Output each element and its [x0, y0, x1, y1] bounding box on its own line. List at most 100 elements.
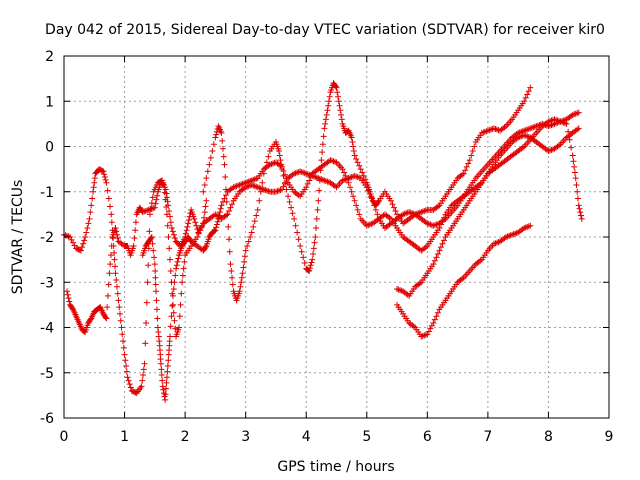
y-tick-label: -5	[40, 366, 54, 382]
data-point	[318, 157, 325, 164]
data-point	[440, 237, 447, 244]
data-point	[282, 171, 289, 178]
data-point	[90, 188, 97, 195]
data-point	[338, 111, 345, 118]
data-point	[225, 223, 232, 230]
data-point	[149, 194, 156, 201]
data-point	[113, 228, 120, 235]
data-point	[216, 212, 223, 219]
data-point	[91, 175, 98, 182]
data-point	[162, 391, 169, 398]
data-point	[112, 224, 119, 231]
data-point	[198, 223, 205, 230]
data-point	[158, 366, 165, 373]
data-point	[571, 163, 578, 170]
data-point	[104, 304, 111, 311]
data-point	[437, 244, 444, 251]
data-point	[279, 163, 285, 170]
x-tick-label: 5	[362, 429, 371, 445]
data-point	[152, 274, 159, 281]
data-point	[356, 211, 363, 218]
data-point	[292, 222, 299, 229]
data-point	[251, 218, 258, 225]
data-point	[149, 240, 156, 247]
data-point	[167, 267, 174, 274]
x-tick-label: 8	[544, 429, 553, 445]
data-point	[166, 333, 173, 340]
data-point	[466, 157, 473, 164]
data-point	[241, 253, 248, 260]
data-point	[348, 188, 355, 195]
data-point	[125, 377, 132, 384]
y-tick-label: -4	[40, 321, 54, 337]
data-point	[203, 197, 210, 204]
data-point	[431, 316, 438, 323]
data-point	[131, 235, 138, 242]
data-point	[144, 279, 151, 286]
data-point	[108, 243, 115, 250]
data-point	[306, 267, 313, 274]
data-point	[143, 299, 150, 306]
data-point	[108, 211, 115, 218]
data-point	[121, 351, 128, 358]
data-point	[89, 195, 96, 202]
data-point	[310, 250, 317, 257]
data-point	[171, 279, 178, 286]
data-point	[427, 325, 434, 332]
data-point	[124, 374, 131, 381]
data-point	[222, 192, 229, 199]
data-point	[320, 133, 327, 140]
data-point	[434, 250, 441, 257]
data-point	[460, 170, 467, 177]
data-point	[312, 234, 319, 240]
data-point	[565, 128, 572, 135]
data-point	[437, 221, 444, 228]
axis-ticks: 0 1 2 3 4 5 6 7 8 9 -6 -5 -4 -3 -2 -1 0 1 2	[40, 49, 613, 445]
data-point	[319, 141, 326, 148]
series-track-a	[61, 166, 210, 397]
data-point	[126, 381, 133, 388]
data-point	[179, 279, 186, 286]
data-point	[314, 206, 321, 213]
data-point	[392, 207, 399, 214]
data-point	[91, 179, 98, 186]
data-point	[176, 324, 183, 331]
data-point	[200, 188, 207, 195]
data-point	[142, 340, 149, 347]
data-point	[163, 211, 170, 218]
data-point	[70, 239, 77, 246]
data-point	[309, 256, 316, 263]
data-point	[201, 181, 208, 188]
series-track-b	[200, 80, 534, 304]
data-point	[153, 288, 160, 295]
data-point	[212, 134, 219, 141]
data-point	[99, 167, 106, 174]
data-point	[350, 143, 357, 150]
data-point	[104, 187, 111, 194]
data-point	[82, 234, 89, 240]
data-point	[213, 128, 220, 135]
data-point	[259, 179, 266, 186]
data-point	[194, 234, 201, 240]
data-point	[152, 267, 159, 274]
data-point	[421, 332, 428, 339]
x-tick-label: 6	[423, 429, 432, 445]
data-point	[226, 236, 233, 243]
data-point	[143, 319, 150, 326]
data-point	[220, 153, 227, 160]
data-point	[213, 224, 220, 231]
data-point	[153, 196, 160, 203]
data-point	[213, 221, 220, 228]
data-point	[163, 374, 170, 381]
data-point	[107, 203, 114, 210]
y-tick-label: -2	[40, 230, 54, 246]
data-point	[216, 209, 223, 216]
data-point	[138, 383, 145, 390]
data-point	[577, 212, 584, 219]
data-point	[425, 328, 432, 335]
data-point	[103, 179, 110, 186]
data-point	[178, 290, 185, 297]
data-point	[347, 184, 354, 191]
data-point	[64, 291, 71, 298]
data-point	[522, 94, 529, 101]
